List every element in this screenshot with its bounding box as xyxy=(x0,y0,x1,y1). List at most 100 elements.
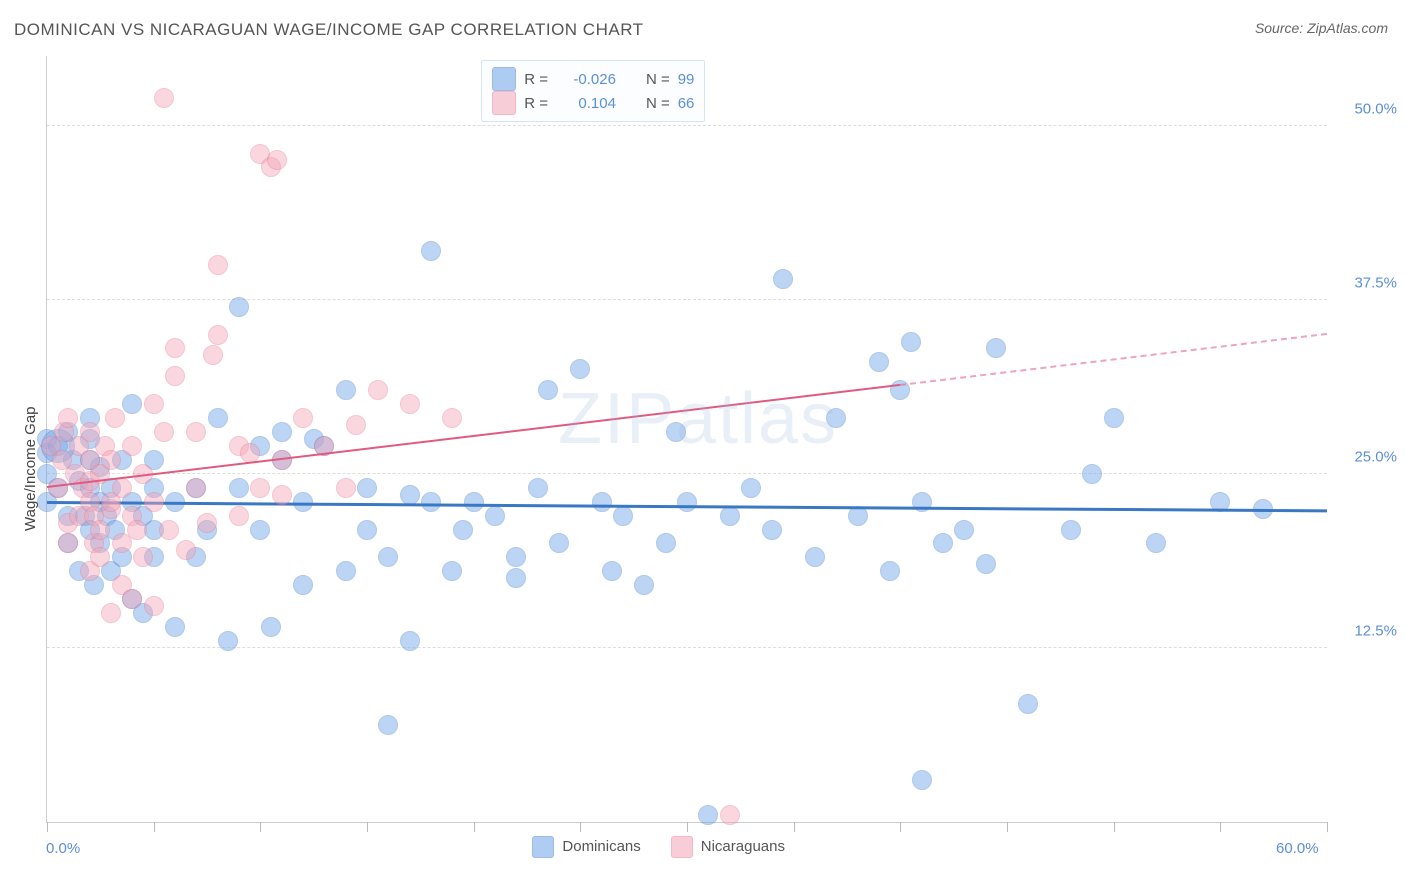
data-point xyxy=(378,547,398,567)
data-point xyxy=(773,269,793,289)
data-point xyxy=(336,561,356,581)
data-point xyxy=(805,547,825,567)
correlation-legend: R =-0.026N =99R =0.104N =66 xyxy=(481,60,705,122)
data-point xyxy=(442,408,462,428)
chart-title: DOMINICAN VS NICARAGUAN WAGE/INCOME GAP … xyxy=(14,20,644,40)
x-tick xyxy=(1007,822,1008,832)
data-point xyxy=(267,150,287,170)
r-label: R = xyxy=(524,71,548,88)
data-point xyxy=(698,805,718,825)
data-point xyxy=(186,422,206,442)
source-prefix: Source: xyxy=(1255,20,1307,36)
data-point xyxy=(741,478,761,498)
x-tick xyxy=(580,822,581,832)
data-point xyxy=(293,408,313,428)
data-point xyxy=(336,380,356,400)
plot-area: 12.5%25.0%37.5%50.0% xyxy=(46,56,1327,823)
x-tick xyxy=(1327,822,1328,832)
source-attribution: Source: ZipAtlas.com xyxy=(1255,20,1388,36)
data-point xyxy=(101,450,121,470)
data-point xyxy=(272,485,292,505)
data-point xyxy=(101,603,121,623)
data-point xyxy=(592,492,612,512)
data-point xyxy=(826,408,846,428)
gridline xyxy=(47,647,1327,648)
data-point xyxy=(165,617,185,637)
data-point xyxy=(666,422,686,442)
data-point xyxy=(154,422,174,442)
legend-swatch xyxy=(532,836,554,858)
data-point xyxy=(986,338,1006,358)
data-point xyxy=(336,478,356,498)
data-point xyxy=(570,359,590,379)
x-tick xyxy=(687,822,688,832)
n-label: N = xyxy=(646,71,670,88)
gridline xyxy=(47,473,1327,474)
data-point xyxy=(186,478,206,498)
data-point xyxy=(208,408,228,428)
x-tick xyxy=(1114,822,1115,832)
r-value: -0.026 xyxy=(556,71,616,88)
y-tick-label: 12.5% xyxy=(1354,622,1397,639)
data-point xyxy=(677,492,697,512)
x-tick xyxy=(47,822,48,832)
data-point xyxy=(976,554,996,574)
data-point xyxy=(538,380,558,400)
data-point xyxy=(250,478,270,498)
x-max-label: 60.0% xyxy=(1276,840,1319,857)
data-point xyxy=(357,520,377,540)
data-point xyxy=(442,561,462,581)
data-point xyxy=(144,394,164,414)
data-point xyxy=(720,506,740,526)
data-point xyxy=(1146,533,1166,553)
data-point xyxy=(400,394,420,414)
data-point xyxy=(154,88,174,108)
data-point xyxy=(762,520,782,540)
data-point xyxy=(48,478,68,498)
data-point xyxy=(1082,464,1102,484)
x-tick xyxy=(794,822,795,832)
data-point xyxy=(485,506,505,526)
x-tick xyxy=(474,822,475,832)
data-point xyxy=(105,408,125,428)
y-tick-label: 25.0% xyxy=(1354,448,1397,465)
data-point xyxy=(58,533,78,553)
data-point xyxy=(122,589,142,609)
data-point xyxy=(165,338,185,358)
data-point xyxy=(229,506,249,526)
data-point xyxy=(229,297,249,317)
data-point xyxy=(159,520,179,540)
data-point xyxy=(506,547,526,567)
data-point xyxy=(229,478,249,498)
data-point xyxy=(869,352,889,372)
data-point xyxy=(549,533,569,553)
y-tick-label: 50.0% xyxy=(1354,100,1397,117)
data-point xyxy=(400,485,420,505)
x-tick xyxy=(260,822,261,832)
data-point xyxy=(880,561,900,581)
data-point xyxy=(1061,520,1081,540)
r-value: 0.104 xyxy=(556,95,616,112)
x-min-label: 0.0% xyxy=(46,840,80,857)
data-point xyxy=(208,325,228,345)
data-point xyxy=(208,255,228,275)
data-point xyxy=(720,805,740,825)
legend-swatch xyxy=(671,836,693,858)
data-point xyxy=(90,547,110,567)
data-point xyxy=(400,631,420,651)
data-point xyxy=(656,533,676,553)
data-point xyxy=(90,520,110,540)
data-point xyxy=(346,415,366,435)
data-point xyxy=(602,561,622,581)
data-point xyxy=(250,520,270,540)
legend-swatch xyxy=(492,91,516,115)
data-point xyxy=(933,533,953,553)
x-tick xyxy=(1220,822,1221,832)
x-tick xyxy=(154,822,155,832)
n-value: 66 xyxy=(678,95,695,112)
legend-row: R =0.104N =66 xyxy=(492,91,694,115)
data-point xyxy=(261,617,281,637)
source-name: ZipAtlas.com xyxy=(1307,20,1388,36)
data-point xyxy=(218,631,238,651)
data-point xyxy=(144,596,164,616)
